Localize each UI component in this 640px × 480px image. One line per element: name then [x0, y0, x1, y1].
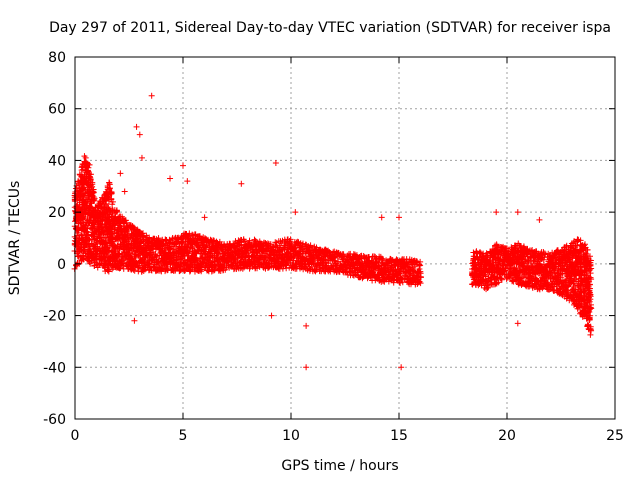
- data-point: [115, 250, 122, 257]
- data-point: [154, 259, 161, 266]
- data-point: [104, 267, 111, 274]
- data-point: [105, 268, 112, 275]
- data-point: [91, 195, 98, 202]
- data-point: [152, 250, 159, 257]
- data-point: [127, 234, 134, 241]
- data-point: [157, 238, 164, 245]
- data-point: [85, 164, 92, 171]
- data-point: [106, 179, 113, 186]
- data-point: [88, 171, 95, 178]
- data-point: [75, 229, 82, 236]
- data-point: [84, 167, 91, 174]
- chart-title: Day 297 of 2011, Sidereal Day-to-day VTE…: [49, 20, 611, 36]
- data-point: [94, 264, 101, 271]
- data-point: [86, 161, 93, 168]
- data-point: [104, 210, 111, 217]
- data-point: [417, 262, 424, 269]
- data-point: [108, 189, 115, 196]
- data-point: [109, 198, 116, 205]
- data-point: [90, 193, 97, 200]
- data-points: [71, 92, 595, 371]
- data-point: [87, 260, 94, 267]
- data-point: [89, 179, 96, 186]
- data-point: [113, 208, 120, 215]
- data-point: [122, 217, 129, 224]
- data-point: [126, 247, 133, 254]
